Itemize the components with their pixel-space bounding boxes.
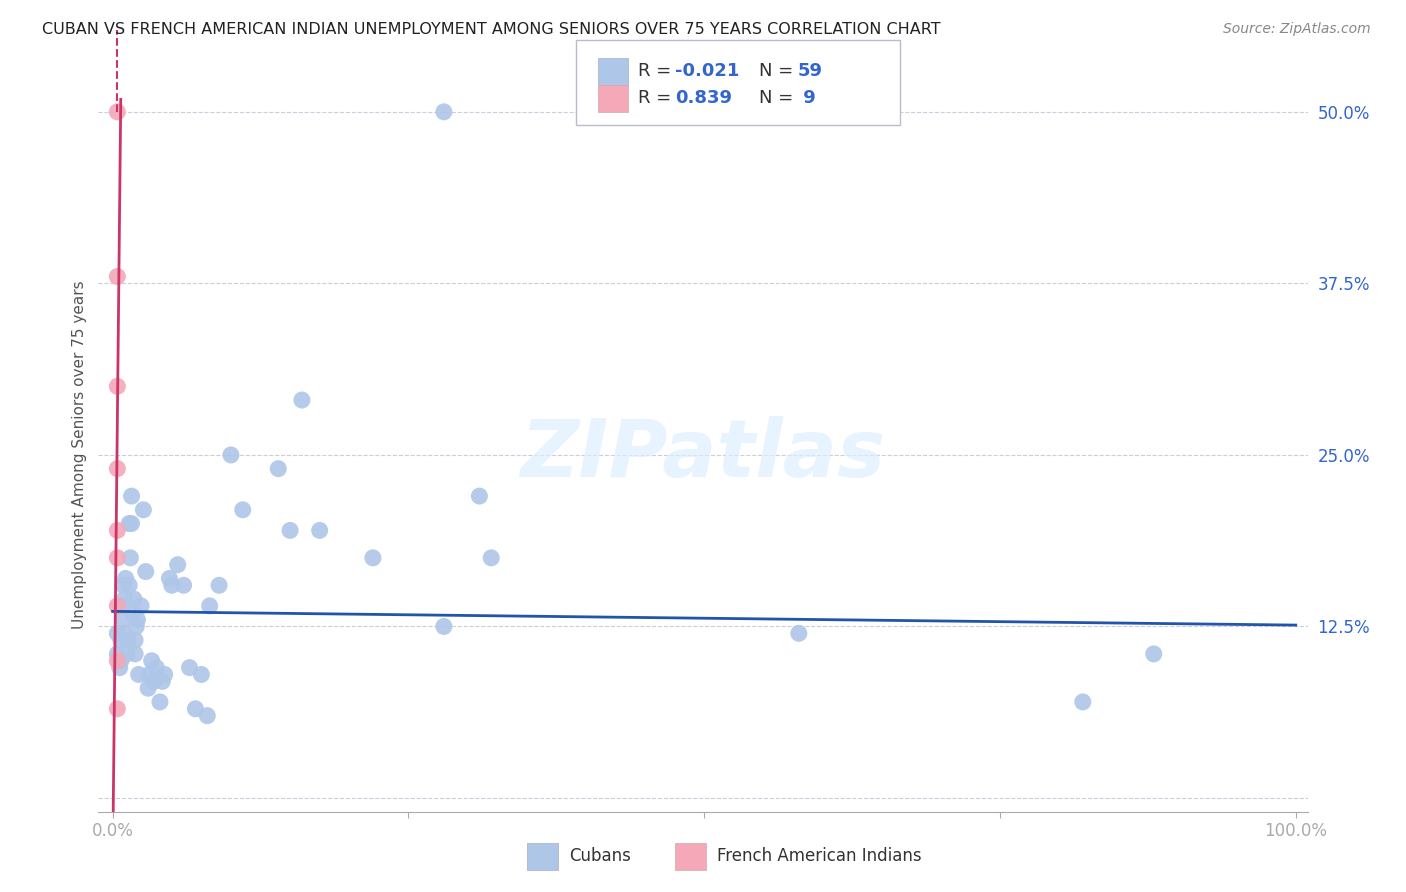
Point xyxy=(105,626,128,640)
Text: Cubans: Cubans xyxy=(569,847,631,865)
Point xyxy=(129,599,152,613)
Text: French American Indians: French American Indians xyxy=(717,847,922,865)
Point xyxy=(138,667,160,681)
Point xyxy=(118,516,141,531)
Point xyxy=(112,578,135,592)
Point xyxy=(105,702,128,716)
Point xyxy=(184,702,207,716)
Point xyxy=(122,592,145,607)
Point xyxy=(105,647,128,661)
Point xyxy=(121,489,143,503)
Point xyxy=(787,626,810,640)
Point xyxy=(124,647,146,661)
Text: R =: R = xyxy=(638,62,678,80)
Point xyxy=(114,571,136,585)
Point xyxy=(108,660,131,674)
Point xyxy=(136,681,159,696)
Point xyxy=(114,626,136,640)
Point xyxy=(150,674,173,689)
Text: -0.021: -0.021 xyxy=(675,62,740,80)
Point xyxy=(135,565,157,579)
Point xyxy=(117,633,139,648)
Point xyxy=(111,599,134,613)
Text: Source: ZipAtlas.com: Source: ZipAtlas.com xyxy=(1223,22,1371,37)
Y-axis label: Unemployment Among Seniors over 75 years: Unemployment Among Seniors over 75 years xyxy=(72,281,87,629)
Point xyxy=(110,654,132,668)
Point xyxy=(1071,695,1094,709)
Point xyxy=(1143,647,1166,661)
Point xyxy=(105,599,128,613)
Point xyxy=(195,708,218,723)
Point xyxy=(105,524,128,538)
Point xyxy=(115,647,138,661)
Point xyxy=(179,660,201,674)
Point xyxy=(479,550,502,565)
Point xyxy=(125,619,148,633)
Point xyxy=(141,654,163,668)
Point xyxy=(278,524,301,538)
Point xyxy=(173,578,195,592)
Text: 0.839: 0.839 xyxy=(675,89,733,107)
Point xyxy=(208,578,231,592)
Point xyxy=(132,503,155,517)
Text: ZIPatlas: ZIPatlas xyxy=(520,416,886,494)
Point xyxy=(105,269,128,284)
Text: CUBAN VS FRENCH AMERICAN INDIAN UNEMPLOYMENT AMONG SENIORS OVER 75 YEARS CORRELA: CUBAN VS FRENCH AMERICAN INDIAN UNEMPLOY… xyxy=(42,22,941,37)
Point xyxy=(121,606,143,620)
Point xyxy=(128,667,150,681)
Point xyxy=(143,674,166,689)
Point xyxy=(198,599,221,613)
Point xyxy=(232,503,254,517)
Text: 9: 9 xyxy=(797,89,815,107)
Point xyxy=(110,633,132,648)
Point xyxy=(219,448,242,462)
Point xyxy=(433,619,456,633)
Point xyxy=(105,104,128,119)
Point xyxy=(153,667,176,681)
Point xyxy=(114,592,136,607)
Point xyxy=(433,104,456,119)
Point xyxy=(308,524,330,538)
Point xyxy=(121,516,143,531)
Point xyxy=(145,660,167,674)
Point xyxy=(157,571,180,585)
Point xyxy=(105,550,128,565)
Text: 59: 59 xyxy=(797,62,823,80)
Point xyxy=(118,578,141,592)
Point xyxy=(112,613,135,627)
Point xyxy=(361,550,384,565)
Point xyxy=(468,489,491,503)
Point xyxy=(105,461,128,475)
Point xyxy=(160,578,183,592)
Point xyxy=(105,379,128,393)
Point xyxy=(190,667,212,681)
Point xyxy=(291,392,314,407)
Text: N =: N = xyxy=(759,89,799,107)
Point xyxy=(267,461,290,475)
Text: N =: N = xyxy=(759,62,799,80)
Text: R =: R = xyxy=(638,89,678,107)
Point xyxy=(105,654,128,668)
Point xyxy=(166,558,188,572)
Point xyxy=(149,695,172,709)
Point xyxy=(124,633,146,648)
Point xyxy=(120,550,142,565)
Point xyxy=(127,613,149,627)
